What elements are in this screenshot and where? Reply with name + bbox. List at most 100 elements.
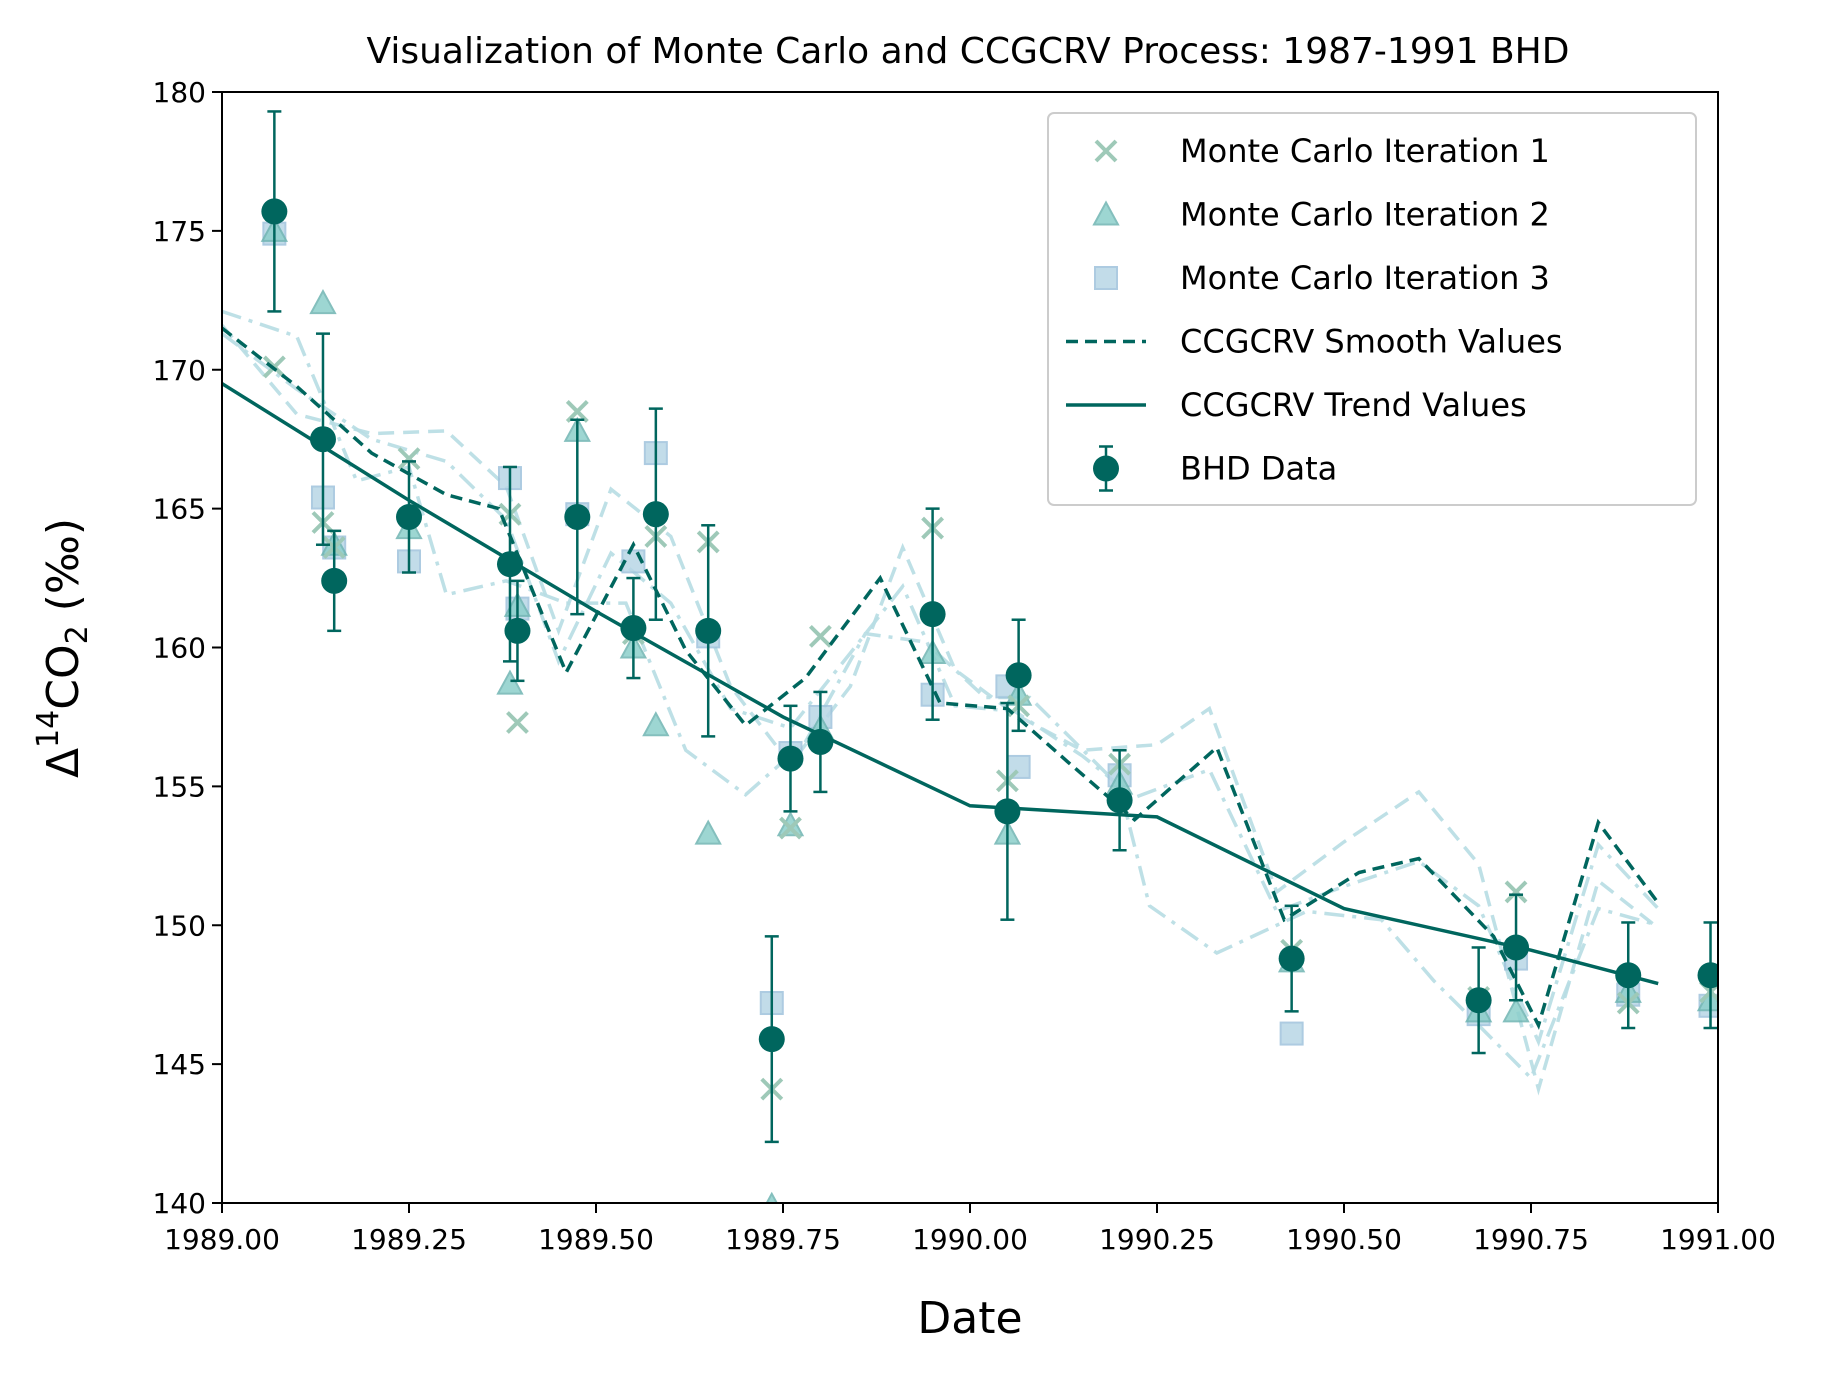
bhd-marker xyxy=(777,745,804,772)
mc-smooth-line xyxy=(222,309,1659,1082)
bhd-marker xyxy=(1278,945,1305,972)
chart-title: Visualization of Monte Carlo and CCGCRV … xyxy=(367,31,1570,72)
bhd-marker xyxy=(807,728,834,755)
bhd-marker xyxy=(321,567,348,594)
legend-marker-square-icon xyxy=(1094,266,1118,290)
bhd-marker xyxy=(309,426,336,453)
bhd-data-point xyxy=(807,690,834,794)
bhd-data-point xyxy=(620,576,647,680)
mc2-point xyxy=(765,1191,778,1203)
y-tick-label: 170 xyxy=(153,354,206,387)
legend-marker-triangle-icon xyxy=(1092,200,1120,226)
mc3-point xyxy=(1279,1021,1304,1046)
x-tick-label: 1990.00 xyxy=(912,1223,1028,1256)
bhd-marker xyxy=(994,798,1021,825)
bhd-data-point xyxy=(695,524,722,738)
legend-label: Monte Carlo Iteration 2 xyxy=(1180,196,1550,234)
legend-marker-x-icon xyxy=(1094,139,1118,163)
y-tick-label: 180 xyxy=(153,76,206,109)
bhd-data-point xyxy=(1106,749,1133,852)
legend-box xyxy=(1047,112,1697,506)
y-tick-label: 140 xyxy=(153,1187,206,1220)
bhd-data-point xyxy=(994,701,1021,921)
mc1-point xyxy=(779,816,802,840)
bhd-data-point xyxy=(309,332,336,546)
bhd-marker xyxy=(396,503,422,530)
bhd-data-point xyxy=(758,935,785,1144)
y-axis-title-unit: (‰) xyxy=(38,518,89,625)
x-tick-label: 1990.25 xyxy=(1099,1223,1215,1256)
bhd-data-point xyxy=(396,460,422,574)
mc1-point xyxy=(565,399,589,423)
x-tick-label: 1990.75 xyxy=(1473,1223,1589,1256)
legend-label: CCGCRV Smooth Values xyxy=(1180,323,1563,361)
mc2-point xyxy=(309,289,337,315)
bhd-data-point xyxy=(1697,921,1718,1030)
bhd-marker xyxy=(758,1026,785,1053)
x-axis: 1989.00 1989.25 1989.50 1989.75 1990.00 1990.… xyxy=(164,1203,1776,1256)
bhd-marker xyxy=(1005,662,1032,689)
ccgcrv-trend-line xyxy=(222,382,1659,986)
bhd-marker xyxy=(261,198,288,225)
x-tick-label: 1989.00 xyxy=(164,1223,280,1256)
bhd-marker xyxy=(504,617,531,644)
bhd-data-point xyxy=(642,407,669,621)
y-axis-title: Δ14CO2 (‰) xyxy=(31,518,95,778)
y-axis-title-delta: Δ xyxy=(38,748,89,778)
bhd-data-point xyxy=(564,418,591,616)
bhd-data-point xyxy=(919,507,946,721)
bhd-data-point xyxy=(1615,921,1642,1030)
legend-item: CCGCRV Smooth Values xyxy=(1066,323,1563,361)
mc1-point xyxy=(397,447,421,471)
bhd-marker xyxy=(496,551,523,578)
x-tick-label: 1989.75 xyxy=(725,1223,841,1256)
mc1-point xyxy=(1504,880,1528,904)
x-axis-title: Date xyxy=(917,1293,1022,1344)
y-tick-label: 165 xyxy=(153,493,206,526)
x-tick-label: 1990.50 xyxy=(1286,1223,1402,1256)
legend-label: BHD Data xyxy=(1180,450,1337,488)
bhd-data-point xyxy=(321,529,348,633)
mc2-point xyxy=(1502,997,1530,1023)
y-axis-title-co: CO xyxy=(38,644,89,709)
bhd-marker xyxy=(919,601,946,628)
y-tick-label: 150 xyxy=(153,909,206,942)
legend-item: Monte Carlo Iteration 3 xyxy=(1094,259,1550,297)
legend-label: CCGCRV Trend Values xyxy=(1180,386,1527,424)
x-tick-label: 1991.00 xyxy=(1660,1223,1776,1256)
legend-item: BHD Data xyxy=(1093,445,1337,492)
mc1-point xyxy=(506,711,529,734)
ccgcrv-smooth-line xyxy=(222,326,1660,1030)
bhd-marker xyxy=(1465,987,1492,1014)
bhd-marker xyxy=(642,501,669,528)
legend-item: Monte Carlo Iteration 1 xyxy=(1094,132,1550,170)
mc2-point xyxy=(642,711,670,737)
x-tick-label: 1989.25 xyxy=(351,1223,467,1256)
bhd-marker xyxy=(1615,962,1642,989)
bhd-data-point xyxy=(1005,618,1032,733)
bhd-marker xyxy=(1106,787,1133,814)
legend: Monte Carlo Iteration 1 Monte Carlo Itera… xyxy=(1047,112,1697,506)
bhd-data-point xyxy=(1465,946,1492,1055)
bhd-data-point xyxy=(777,704,804,813)
mc1-point xyxy=(808,624,832,648)
bhd-marker xyxy=(620,615,647,642)
bhd-data-point xyxy=(1278,904,1305,1013)
mc2-point xyxy=(694,819,722,845)
x-tick-label: 1989.50 xyxy=(538,1223,654,1256)
bhd-data-point xyxy=(261,110,288,313)
legend-item: CCGCRV Trend Values xyxy=(1066,386,1527,424)
bhd-marker xyxy=(564,503,591,530)
legend-label: Monte Carlo Iteration 1 xyxy=(1180,132,1550,170)
y-tick-label: 145 xyxy=(153,1048,206,1081)
mc2-point xyxy=(496,669,524,695)
bhd-marker xyxy=(695,617,722,644)
bhd-data-point xyxy=(1503,893,1530,1002)
y-tick-label: 155 xyxy=(153,770,206,803)
bhd-data-point xyxy=(504,579,531,683)
y-axis-title-sub: 2 xyxy=(60,625,95,644)
bhd-marker xyxy=(1697,962,1718,989)
y-axis: 140 145 150 155 160 165 170 175 180 xyxy=(153,76,222,1220)
y-axis-title-sup: 14 xyxy=(31,710,66,748)
